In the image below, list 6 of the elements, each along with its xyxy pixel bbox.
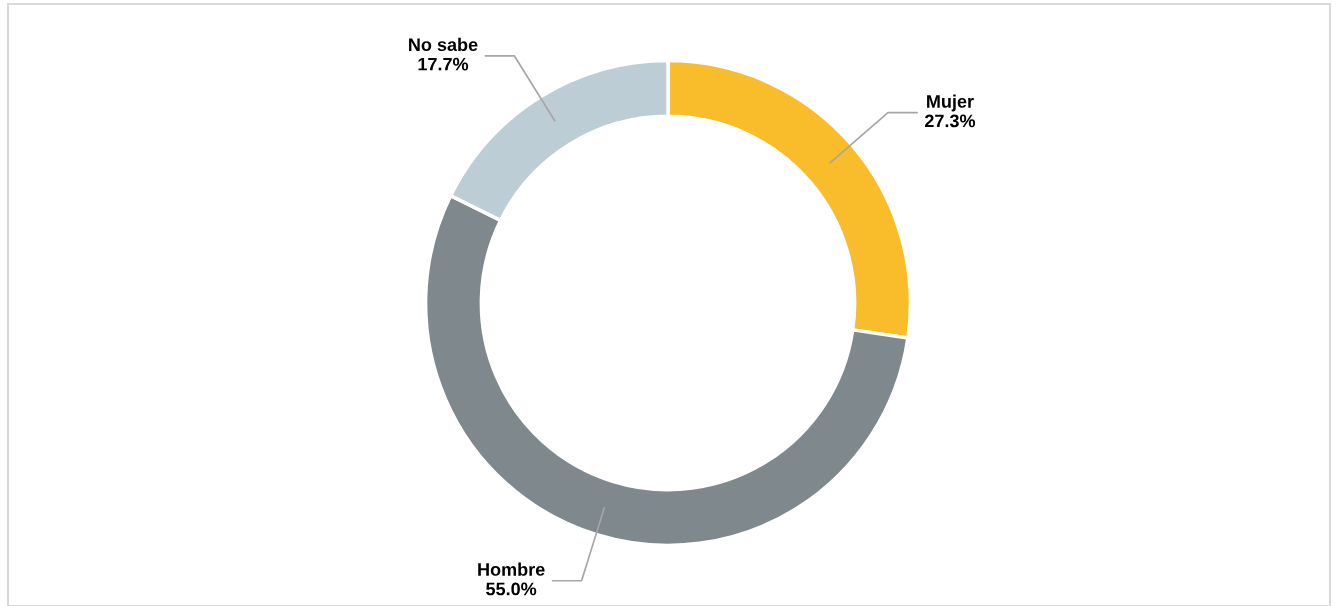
data-label: 17.7% — [418, 57, 469, 71]
slice-label: Hombre — [478, 562, 545, 576]
data-label: 55.0% — [486, 582, 537, 596]
slice-label: No sabe — [409, 37, 478, 52]
slice-label: Mujer — [927, 94, 974, 112]
data-label: 27.3% — [924, 114, 976, 128]
